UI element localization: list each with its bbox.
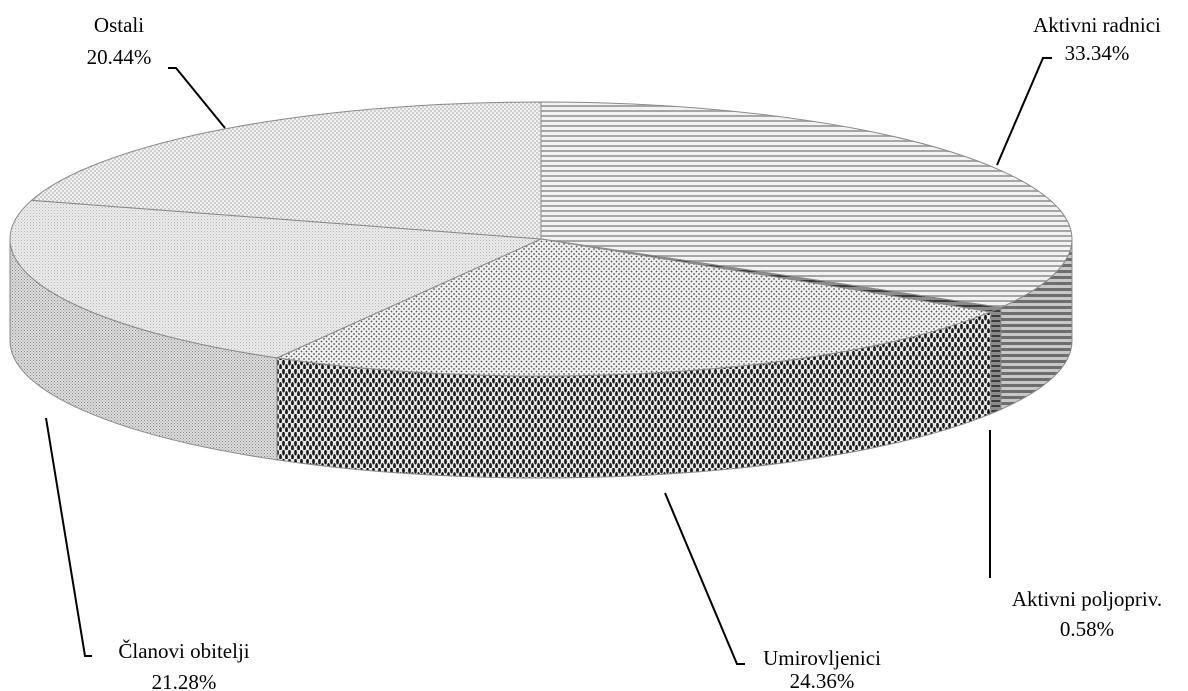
slice-top-ostali — [30, 101, 542, 240]
slice-label-clanovi-obitelji: Članovi obitelji — [118, 639, 249, 663]
slice-value-umirovljenici: 24.36% — [790, 669, 855, 691]
slice-value-aktivni-poljopriv: 0.58% — [1060, 617, 1114, 641]
slice-label-umirovljenici: Umirovljenici — [763, 646, 881, 670]
pie-sides — [9, 238, 1073, 479]
leader-aktivni-radnici — [996, 57, 1052, 166]
slice-value-aktivni-radnici: 33.34% — [1065, 41, 1130, 65]
slice-top-aktivni-radnici — [540, 101, 1073, 309]
slice-value-clanovi-obitelji: 21.28% — [152, 670, 217, 691]
slice-value-ostali: 20.44% — [87, 45, 152, 69]
slice-label-aktivni-poljopriv: Aktivni poljopriv. — [1012, 587, 1162, 611]
slice-label-ostali: Ostali — [94, 13, 144, 37]
slice-label-aktivni-radnici: Aktivni radnici — [1033, 13, 1161, 37]
slice-side-aktivni-poljopriv — [990, 306, 1002, 415]
pie-tops — [9, 101, 1073, 377]
slice-top-umirovljenici — [275, 238, 993, 377]
leader-clanovi-obitelji — [45, 417, 92, 657]
leader-lines — [45, 57, 1052, 665]
leader-ostali — [168, 67, 226, 129]
slice-top-lanovi-obitelji — [9, 199, 542, 359]
leader-umirovljenici — [664, 492, 745, 665]
